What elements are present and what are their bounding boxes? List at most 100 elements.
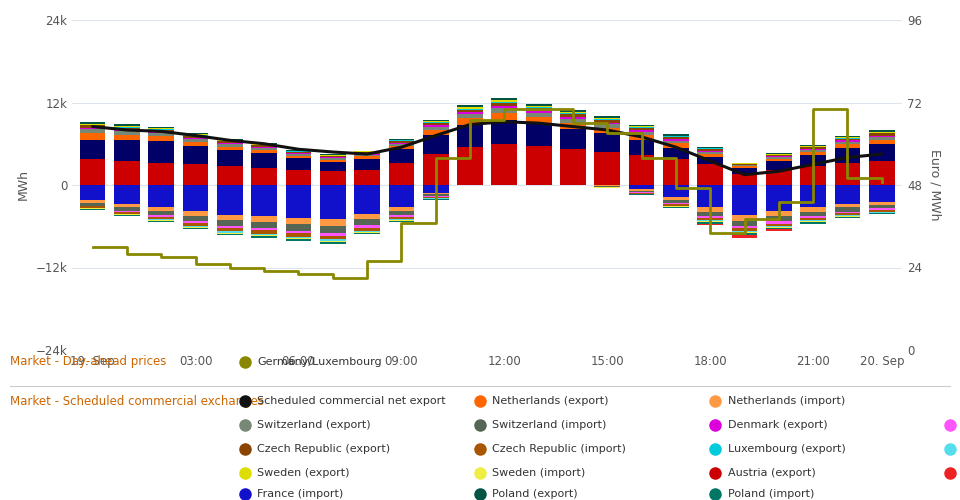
Bar (560, 149, 586, 185)
Bar (457, 118, 483, 124)
Bar (560, 113, 586, 114)
Bar (697, 146, 723, 148)
Bar (354, 152, 380, 154)
Bar (834, 185, 860, 204)
Bar (182, 185, 208, 211)
Bar (834, 148, 860, 163)
Bar (354, 228, 380, 230)
Bar (526, 108, 552, 111)
Bar (217, 143, 243, 144)
Bar (149, 127, 174, 128)
Bar (389, 146, 415, 149)
Bar (286, 185, 311, 218)
Bar (834, 212, 860, 214)
Bar (834, 217, 860, 218)
Bar (457, 147, 483, 185)
Bar (80, 202, 106, 205)
Text: Sweden (export): Sweden (export) (257, 468, 349, 478)
Bar (697, 148, 723, 149)
Bar (766, 158, 792, 161)
Bar (526, 124, 552, 146)
Bar (182, 164, 208, 185)
Bar (114, 124, 140, 126)
Bar (252, 185, 277, 216)
Bar (663, 204, 688, 206)
Bar (354, 185, 380, 214)
Bar (149, 129, 174, 130)
Bar (252, 150, 277, 152)
Bar (149, 185, 174, 207)
Bar (320, 156, 346, 157)
Bar (354, 150, 380, 152)
Bar (114, 212, 140, 214)
Bar (114, 206, 140, 210)
Bar (149, 136, 174, 141)
Bar (422, 130, 448, 135)
Bar (389, 163, 415, 185)
Bar (834, 208, 860, 212)
Bar (114, 185, 140, 204)
Bar (629, 156, 655, 185)
Bar (114, 161, 140, 185)
Bar (320, 155, 346, 156)
Bar (149, 133, 174, 136)
Bar (594, 119, 620, 120)
Bar (80, 200, 106, 202)
Bar (766, 211, 792, 216)
Bar (149, 130, 174, 132)
Bar (663, 206, 688, 208)
Bar (457, 108, 483, 110)
Bar (492, 106, 517, 108)
Bar (252, 144, 277, 145)
Bar (354, 232, 380, 233)
Bar (663, 144, 688, 148)
Bar (252, 236, 277, 238)
Bar (697, 224, 723, 225)
Bar (594, 124, 620, 128)
Bar (389, 216, 415, 217)
Bar (663, 136, 688, 137)
Bar (320, 236, 346, 239)
Bar (320, 158, 346, 160)
Bar (766, 228, 792, 230)
Text: Poland (import): Poland (import) (728, 489, 814, 499)
Bar (766, 154, 792, 155)
Bar (526, 146, 552, 185)
Bar (217, 232, 243, 234)
Bar (354, 233, 380, 234)
Bar (80, 126, 106, 128)
Text: Austria (export): Austria (export) (728, 468, 815, 478)
Bar (801, 152, 826, 155)
Bar (457, 110, 483, 112)
Bar (697, 185, 723, 207)
Text: Switzerland (import): Switzerland (import) (492, 420, 607, 430)
Bar (629, 132, 655, 135)
Bar (182, 138, 208, 139)
Bar (697, 150, 723, 152)
Bar (457, 114, 483, 118)
Bar (526, 111, 552, 113)
Bar (286, 150, 311, 152)
Bar (114, 128, 140, 130)
Bar (217, 140, 243, 141)
Bar (320, 226, 346, 232)
Bar (354, 226, 380, 228)
Bar (252, 143, 277, 144)
Bar (629, 192, 655, 193)
Bar (182, 228, 208, 229)
Bar (217, 166, 243, 185)
Text: Czech Republic (export): Czech Republic (export) (257, 444, 391, 454)
Bar (217, 234, 243, 235)
Bar (114, 131, 140, 135)
Bar (320, 239, 346, 240)
Bar (766, 156, 792, 157)
Bar (834, 142, 860, 144)
Bar (869, 202, 895, 204)
Bar (422, 194, 448, 196)
Bar (732, 232, 757, 233)
Bar (149, 221, 174, 222)
Bar (492, 100, 517, 102)
Bar (492, 144, 517, 185)
Bar (594, 134, 620, 152)
Bar (182, 136, 208, 138)
